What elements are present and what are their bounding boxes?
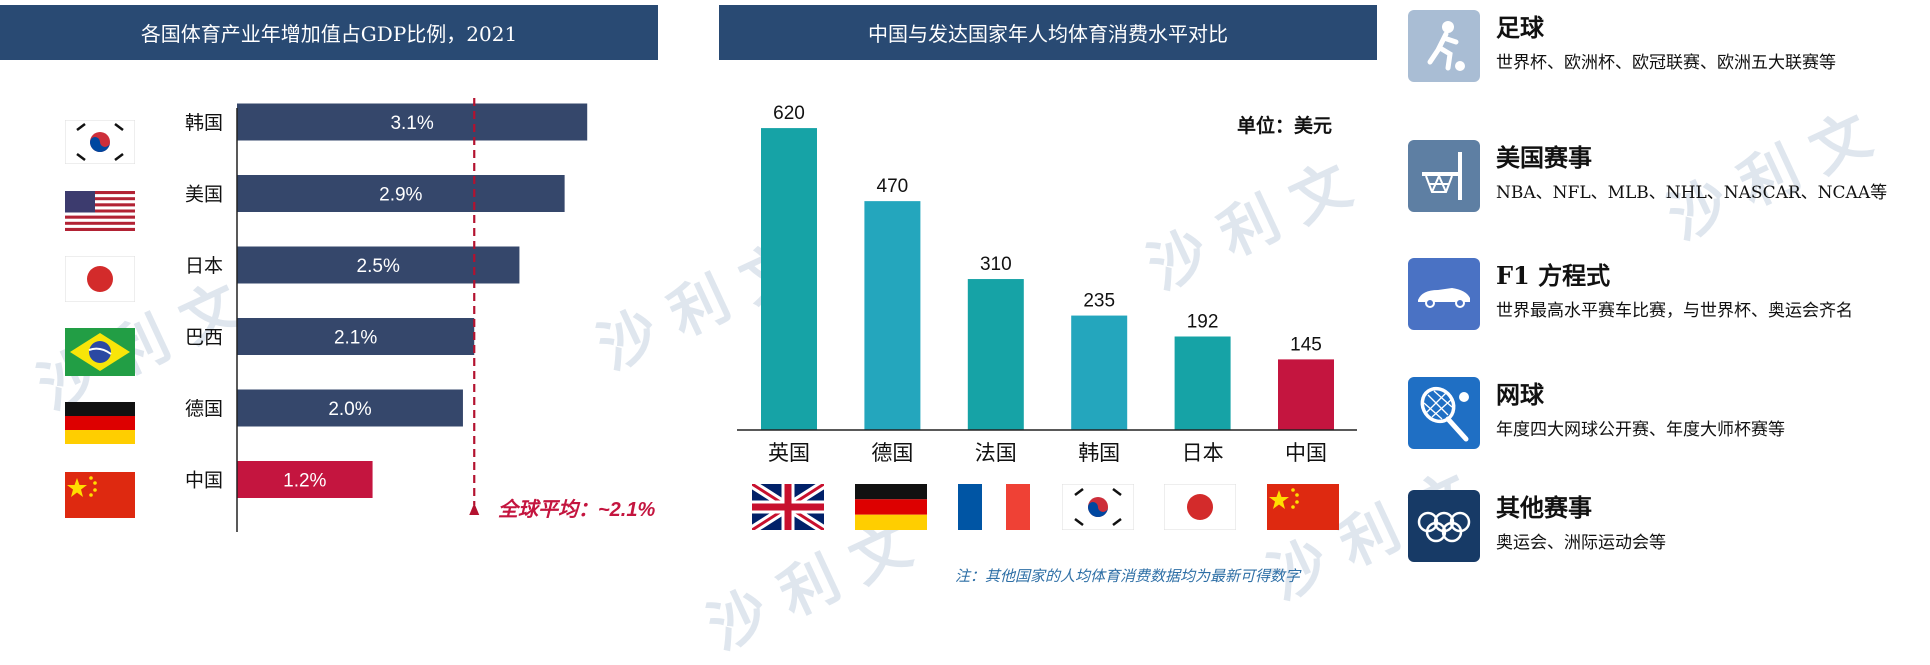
flag-brazil	[65, 328, 135, 376]
flag-uk	[752, 484, 824, 530]
flag-france	[958, 484, 1030, 530]
flag-china	[65, 472, 135, 518]
bar-value-label: 620	[773, 103, 805, 124]
sport-name: 网球	[1496, 380, 1544, 409]
category-label: 中国	[185, 470, 223, 492]
bar	[1071, 315, 1128, 430]
bar-value-label: 192	[1187, 312, 1219, 333]
bar-value-label: 2.9%	[379, 185, 422, 206]
bar-value-label: 145	[1290, 334, 1322, 355]
sport-item-f1: F1 方程式 世界最高水平赛车比赛，与世界杯、奥运会齐名	[1408, 258, 1928, 358]
bar-value-label: 310	[980, 254, 1012, 275]
unit-label: 单位：美元	[1237, 116, 1333, 137]
bar-value-label: 2.5%	[357, 256, 400, 277]
global-average-label: 全球平均：~2.1%	[498, 499, 656, 521]
flag-japan	[65, 256, 135, 302]
bar-value-label: 2.1%	[334, 328, 377, 349]
sport-desc: 世界杯、欧洲杯、欧冠联赛、欧洲五大联赛等	[1496, 53, 1836, 73]
sport-name: F1 方程式	[1496, 261, 1611, 290]
soccer-player-icon	[1408, 10, 1480, 82]
category-label: 法国	[975, 442, 1017, 465]
flag-germany	[855, 484, 927, 530]
sport-name: 其他赛事	[1496, 493, 1592, 522]
left-panel-title: 各国体育产业年增加值占GDP比例，2021	[0, 5, 658, 60]
per-capita-spending-bar-chart: 620 英国 470 德国 310 法国 235 韩国 192 日本 145 中国	[737, 103, 1357, 465]
bar	[967, 279, 1024, 430]
flag-usa	[65, 191, 135, 231]
bar	[237, 318, 475, 355]
category-label: 韩国	[1078, 442, 1120, 465]
footnote: 注：其他国家的人均体育消费数据均为最新可得数字	[955, 567, 1301, 585]
bar-value-label: 1.2%	[283, 471, 326, 492]
category-label: 中国	[1285, 442, 1327, 465]
sport-name: 足球	[1496, 13, 1544, 42]
bar	[1278, 359, 1334, 430]
sport-desc: 世界最高水平赛车比赛，与世界杯、奥运会齐名	[1496, 301, 1853, 321]
sport-item-tennis: 网球 年度四大网球公开赛、年度大师杯赛等	[1408, 377, 1928, 457]
sport-desc: 奥运会、洲际运动会等	[1496, 533, 1666, 553]
bar	[237, 246, 520, 284]
bar-value-label: 3.1%	[390, 113, 433, 134]
bar	[237, 103, 588, 141]
sport-item-others: 其他赛事 奥运会、洲际运动会等	[1408, 490, 1928, 570]
bar	[1174, 336, 1231, 430]
race-car-icon	[1408, 258, 1480, 330]
category-label: 韩国	[185, 112, 223, 134]
right-panel-title: 中国与发达国家年人均体育消费水平对比	[719, 5, 1377, 60]
category-label: 德国	[185, 398, 223, 420]
tennis-racket-icon	[1408, 377, 1480, 449]
category-label: 日本	[1182, 442, 1224, 465]
sport-name: 美国赛事	[1496, 143, 1592, 172]
flag-china	[1267, 484, 1339, 530]
sport-item-us-leagues: 美国赛事 NBA、NFL、MLB、NHL、NASCAR、NCAA等	[1408, 140, 1928, 220]
global-average-arrow	[469, 503, 480, 515]
basketball-hoop-icon	[1408, 140, 1480, 212]
category-label: 美国	[185, 184, 223, 206]
category-label: 日本	[185, 255, 223, 277]
category-label: 英国	[768, 442, 810, 465]
flag-korea	[65, 120, 135, 164]
bar-value-label: 2.0%	[328, 399, 371, 420]
category-label: 德国	[871, 442, 913, 465]
sport-item-soccer: 足球 世界杯、欧洲杯、欧冠联赛、欧洲五大联赛等	[1408, 10, 1928, 120]
bar	[237, 175, 565, 212]
bar-value-label: 470	[877, 176, 909, 197]
bar	[761, 128, 817, 430]
bar	[237, 389, 463, 427]
bar-value-label: 235	[1083, 291, 1115, 312]
olympic-rings-icon	[1408, 490, 1480, 562]
flag-japan	[1164, 484, 1236, 530]
flag-germany	[65, 402, 135, 444]
bar	[237, 461, 373, 498]
category-label: 巴西	[185, 328, 223, 349]
gdp-share-bar-chart: 3.1% 韩国 2.9% 美国 2.5% 日本 2.1% 巴西 2.0% 德国 1.2% 中国	[185, 98, 588, 532]
bar	[864, 201, 921, 430]
sport-desc: NBA、NFL、MLB、NHL、NASCAR、NCAA等	[1496, 183, 1888, 203]
sport-desc: 年度四大网球公开赛、年度大师杯赛等	[1496, 420, 1785, 440]
flag-korea	[1062, 484, 1134, 530]
